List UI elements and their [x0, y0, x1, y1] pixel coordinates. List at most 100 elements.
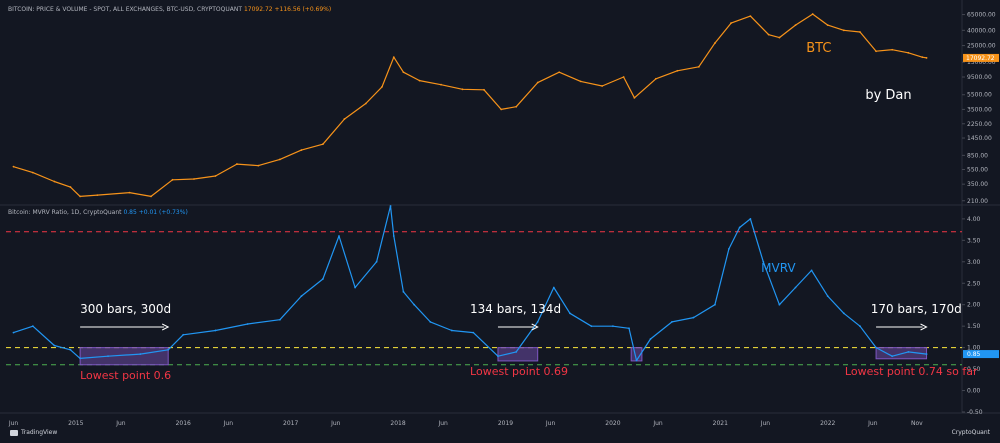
- mvrv-point: [12, 331, 15, 334]
- mvrv-point: [635, 359, 638, 362]
- time-axis-tick-label: 2022: [820, 420, 835, 427]
- btc-price-point: [536, 81, 539, 84]
- btc-price-point: [79, 195, 82, 198]
- price-value: 17092.72: [243, 6, 273, 13]
- mvrv-point: [429, 320, 432, 323]
- mvrv-point: [762, 260, 765, 263]
- mvrv-point: [778, 303, 781, 306]
- btc-price-point: [53, 180, 56, 183]
- btc-price-point: [402, 71, 405, 74]
- price-pane-title: BITCOIN: PRICE & VOLUME - SPOT, ALL EXCH…: [8, 6, 243, 13]
- tradingview-brand[interactable]: TradingView: [10, 429, 57, 436]
- btc-price-point: [483, 88, 485, 91]
- time-axis-tick-label: 2015: [68, 420, 83, 427]
- mvrv-point: [590, 325, 593, 328]
- btc-price-point: [128, 191, 131, 194]
- mvrv-point: [810, 269, 813, 272]
- time-axis-tick-label: 2020: [605, 420, 620, 427]
- price-axis-tick-label: 25000.00: [967, 43, 996, 50]
- price-axis-tick-label: 550.00: [967, 166, 988, 173]
- btc-price-point: [279, 158, 281, 161]
- btc-price-point: [461, 88, 464, 91]
- time-axis-tick-label: Jun: [223, 420, 234, 427]
- mvrv-pane-title: Bitcoin: MVRV Ratio, 1D, CryptoQuant: [8, 209, 122, 216]
- mvrv-point: [107, 355, 109, 358]
- mvrv-point: [891, 355, 894, 358]
- price-axis-tick-label: 2250.00: [967, 121, 992, 128]
- time-axis-tick-label: Nov: [911, 420, 923, 427]
- btc-price-point: [257, 164, 260, 167]
- btc-price-point: [749, 15, 752, 17]
- mvrv-point: [907, 351, 910, 353]
- btc-price-point: [440, 83, 442, 86]
- mvrv-pane-header: Bitcoin: MVRV Ratio, 1D, CryptoQuant 0.8…: [8, 209, 188, 216]
- btc-price-point: [150, 195, 152, 198]
- mvrv-point: [69, 348, 72, 351]
- time-axis-tick-label: Jun: [8, 420, 19, 427]
- range-label-3: 170 bars, 170d: [871, 302, 962, 316]
- btc-price-point: [714, 42, 716, 44]
- tradingview-label: TradingView: [21, 429, 58, 436]
- btc-price-point: [300, 149, 303, 151]
- price-axis-tick-label: 3500.00: [967, 106, 992, 113]
- btc-price-point: [343, 118, 346, 120]
- btc-price-point: [601, 85, 604, 87]
- btc-price-point: [697, 65, 700, 68]
- mvrv-point: [536, 320, 539, 323]
- mvrv-axis-tick-label: 0.00: [967, 388, 981, 395]
- mvrv-point: [794, 286, 797, 289]
- mvrv-axis-tick-label: 2.00: [967, 302, 981, 309]
- time-axis-tick-label: 2018: [390, 420, 405, 427]
- time-axis-tick-label: Jun: [652, 420, 663, 427]
- mvrv-point: [569, 312, 571, 315]
- time-axis-tick-label: Jun: [437, 420, 448, 427]
- mvrv-point: [182, 333, 185, 336]
- price-axis-tick-label: 1450.00: [967, 135, 992, 142]
- btc-price-point: [96, 194, 99, 196]
- mvrv-axis-tick-label: 1.00: [967, 345, 981, 352]
- btc-price-point: [381, 86, 383, 88]
- mvrv-point: [392, 235, 395, 237]
- mvrv-point: [692, 316, 695, 319]
- mvrv-point: [321, 278, 324, 280]
- btc-price-point: [676, 69, 679, 72]
- btc-price-point: [859, 31, 861, 33]
- btc-price-point: [31, 171, 34, 174]
- mvrv-point: [31, 325, 34, 328]
- mvrv-point: [214, 329, 217, 332]
- price-current-tag: [963, 53, 999, 62]
- time-axis-tick-label: Jun: [545, 420, 556, 427]
- btc-price-point: [418, 79, 421, 82]
- btc-price-point: [392, 56, 395, 59]
- mvrv-axis-tick-label: 1.50: [967, 323, 981, 330]
- price-axis-tick-label: 350.00: [967, 181, 988, 188]
- mvrv-point: [628, 327, 630, 330]
- btc-price-point: [633, 96, 636, 99]
- mvrv-point: [515, 351, 518, 353]
- btc-price-point: [875, 50, 877, 53]
- btc-price-point: [794, 24, 797, 26]
- btc-price-point: [193, 178, 195, 180]
- mvrv-series-label: MVRV: [761, 261, 796, 275]
- mvrv-axis-tick-label: -0.50: [967, 409, 983, 416]
- time-axis-tick-label: Jun: [115, 420, 126, 427]
- time-axis-tick-label: 2017: [283, 420, 298, 427]
- lowest-point-label-1: Lowest point 0.6: [80, 369, 171, 382]
- mvrv-point: [79, 357, 82, 360]
- mvrv-point: [842, 312, 845, 315]
- range-arrow-2-head: [531, 323, 539, 331]
- mvrv-point: [472, 331, 475, 334]
- btc-price-point: [500, 108, 503, 111]
- mvrv-point: [859, 325, 861, 328]
- mvrv-point: [450, 329, 453, 332]
- time-axis-tick-label: Jun: [867, 420, 878, 427]
- mvrv-point: [738, 226, 741, 229]
- time-axis-tick-label: 2019: [498, 420, 513, 427]
- btc-price-point: [921, 56, 924, 59]
- lowest-point-label-3: Lowest point 0.74 so far: [845, 365, 978, 378]
- price-axis-tick-label: 850.00: [967, 152, 988, 159]
- mvrv-point: [338, 235, 340, 237]
- mvrv-point: [749, 217, 752, 220]
- mvrv-point: [875, 346, 877, 349]
